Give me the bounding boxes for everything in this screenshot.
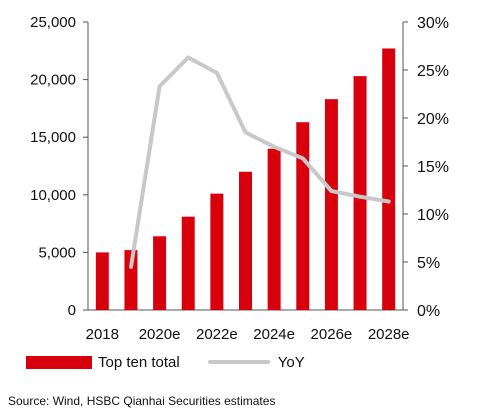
x-tick-label: 2018	[86, 326, 119, 343]
legend-item-top-ten-total: Top ten total	[26, 354, 180, 371]
bar	[267, 148, 281, 310]
x-tick-label: 2024e	[253, 326, 295, 343]
bar	[153, 236, 167, 310]
bar	[124, 250, 138, 310]
bar	[239, 171, 252, 310]
bar	[181, 216, 195, 310]
x-tick-label: 2026e	[311, 326, 353, 343]
left-tick-label: 15,000	[30, 129, 76, 146]
chart-legend: Top ten total YoY	[26, 350, 329, 374]
bar	[95, 252, 109, 310]
right-tick-label: 20%	[417, 111, 449, 128]
left-tick-label: 5,000	[38, 244, 76, 261]
left-tick-label: 10,000	[30, 187, 76, 204]
bar	[382, 48, 396, 310]
right-tick-label: 25%	[417, 63, 449, 80]
right-tick-label: 10%	[417, 207, 449, 224]
right-tick-label: 5%	[417, 255, 440, 272]
chart-plot: 0 5,000 10,000 15,000 20,000 25,000 0% 5% 10% 15%…	[30, 14, 449, 343]
right-tick-label: 30%	[417, 15, 449, 32]
left-tick-label: 25,000	[30, 14, 76, 31]
source-note: Source: Wind, HSBC Qianhai Securities es…	[8, 394, 276, 408]
yoy-line	[129, 55, 391, 269]
bar	[324, 99, 338, 311]
x-tick-label: 2022e	[196, 326, 238, 343]
legend-swatch-line	[207, 360, 270, 364]
right-tick-label: 0%	[417, 303, 440, 320]
bar	[296, 122, 310, 310]
bar	[353, 76, 367, 310]
left-tick-label: 0	[68, 302, 76, 319]
right-tick-label: 15%	[417, 159, 449, 176]
legend-swatch-bar	[26, 355, 92, 369]
legend-label-top-ten-total: Top ten total	[98, 353, 180, 371]
legend-label-yoy: YoY	[277, 353, 305, 371]
legend-item-yoy: YoY	[204, 354, 305, 371]
bar	[210, 193, 224, 310]
x-tick-label: 2020e	[139, 326, 181, 343]
left-tick-label: 20,000	[30, 72, 76, 89]
x-tick-label: 2028e	[368, 326, 410, 343]
